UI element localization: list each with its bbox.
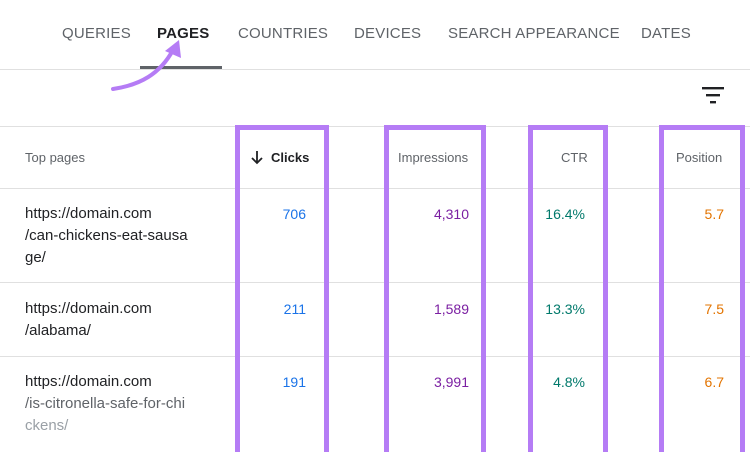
cell-impressions: 3,991: [433, 374, 469, 390]
header-top-pages: Top pages: [25, 150, 85, 165]
url-path: /is-citronella-safe-for-chi: [25, 395, 186, 412]
tab-queries[interactable]: QUERIES: [62, 25, 131, 42]
table-header-row: [0, 127, 750, 189]
url-path: /alabama/: [25, 322, 91, 339]
cell-ctr: 16.4%: [545, 206, 585, 222]
row-divider: [0, 282, 750, 283]
cell-ctr: 13.3%: [545, 301, 585, 317]
position-column-highlight: [659, 125, 745, 452]
cell-position: 6.7: [704, 374, 724, 390]
cell-ctr: 4.8%: [553, 374, 585, 390]
table-row-page-url[interactable]: https://domain.com /can-chickens-eat-sau…: [25, 203, 188, 269]
cell-position: 7.5: [704, 301, 724, 317]
url-path-cont: ge/: [25, 249, 46, 266]
table-row-page-url[interactable]: https://domain.com /is-citronella-safe-f…: [25, 371, 185, 437]
cell-impressions: 4,310: [433, 206, 469, 222]
cell-clicks: 706: [282, 206, 306, 222]
cell-impressions: 1,589: [433, 301, 469, 317]
url-path: /can-chickens-eat-sausa: [25, 227, 188, 244]
impressions-column-highlight: [384, 125, 486, 452]
sort-arrow-down-icon[interactable]: [250, 149, 264, 165]
header-impressions[interactable]: Impressions: [398, 150, 469, 165]
clicks-column-highlight: [235, 125, 329, 452]
url-domain: https://domain.com: [25, 300, 152, 317]
tab-search-appearance[interactable]: SEARCH APPEARANCE: [448, 25, 620, 42]
table-toolbar: [0, 70, 750, 127]
table-row-page-url[interactable]: https://domain.com /alabama/: [25, 298, 152, 342]
tab-countries[interactable]: COUNTRIES: [238, 25, 329, 42]
cell-position: 5.7: [704, 206, 724, 222]
tab-pages[interactable]: PAGES: [157, 25, 210, 42]
tab-devices[interactable]: DEVICES: [354, 25, 422, 42]
url-path-cont: ckens/: [25, 417, 69, 434]
active-tab-indicator: [140, 66, 222, 69]
report-tabs: QUERIES PAGES COUNTRIES DEVICES SEARCH A…: [0, 0, 750, 70]
ctr-column-highlight: [528, 125, 608, 452]
annotation-arrow-icon: [111, 40, 181, 91]
cell-clicks: 191: [282, 374, 306, 390]
row-divider: [0, 356, 750, 357]
header-ctr[interactable]: CTR: [561, 150, 588, 165]
header-clicks[interactable]: Clicks: [271, 150, 310, 165]
url-domain: https://domain.com: [25, 373, 152, 390]
filter-icon[interactable]: [702, 86, 724, 104]
url-domain: https://domain.com: [25, 205, 152, 222]
tab-dates[interactable]: DATES: [641, 25, 691, 42]
cell-clicks: 211: [283, 301, 306, 317]
header-position[interactable]: Position: [676, 150, 723, 165]
